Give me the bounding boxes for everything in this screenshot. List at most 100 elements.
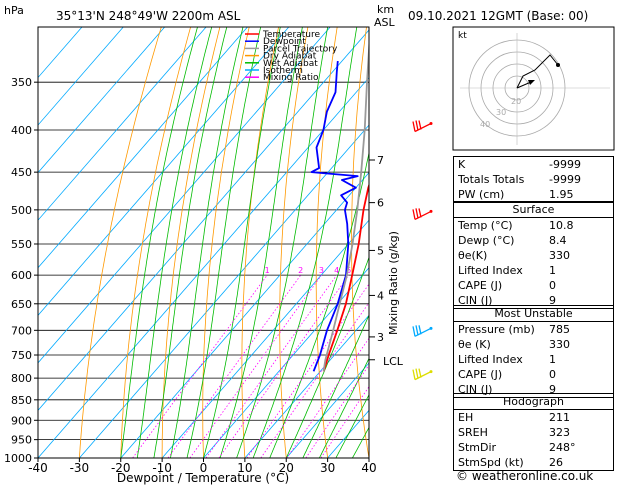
wind-barb-dot: [429, 326, 433, 330]
km-tick-label: 7: [377, 154, 384, 167]
hodo-ring-label-3: 40: [480, 120, 490, 129]
pressure-tick-label: 900: [11, 414, 32, 427]
mixing-ratio-label: 5: [346, 266, 351, 275]
hodo-row: SREH 323: [458, 426, 570, 439]
mu-row: CAPE (J) 0: [458, 368, 556, 381]
mixing-ratio-label: 3: [319, 266, 324, 275]
most-unstable-title: Most Unstable: [454, 306, 613, 322]
pressure-tick-label: 1000: [4, 452, 32, 465]
storm-motion-arrow: [516, 81, 532, 89]
hodograph-kt-label: kt: [458, 31, 467, 41]
isotherm-line: [38, 27, 331, 364]
hodograph: kt 20 30 40: [452, 26, 615, 151]
hodograph-frame: [452, 26, 615, 151]
x-tick-label: -40: [28, 461, 48, 475]
hodo-row: StmSpd (kt) 26: [458, 456, 563, 469]
mu-row: Pressure (mb) 785: [458, 323, 570, 336]
pressure-tick-label: 400: [11, 124, 32, 137]
mixing-ratio-label: 2: [298, 266, 303, 275]
pressure-tick-label: 950: [11, 434, 32, 447]
wet-adiabat-line: [335, 393, 369, 458]
wet-adiabat-line: [153, 27, 228, 458]
hodo-ring-label-1: 20: [511, 97, 521, 106]
wet-adiabat-line: [219, 27, 303, 458]
mixing-ratio-line: [189, 274, 322, 458]
mixing-ratio-label: 4: [334, 266, 339, 275]
wet-adiabat-line: [120, 27, 198, 458]
x-axis-label: Dewpoint / Temperature (°C): [117, 471, 289, 485]
pressure-tick-label: 850: [11, 394, 32, 407]
dry-adiabat-line: [315, 27, 338, 458]
pressure-tick-label: 750: [11, 349, 32, 362]
wind-barb-dot: [429, 209, 433, 213]
mu-row: CIN (J) 9: [458, 383, 556, 396]
isotherm-line: [38, 27, 166, 174]
dry-adiabat-line: [161, 27, 221, 458]
isotherm-line: [38, 27, 290, 316]
series-parcel-trajectory: [322, 38, 369, 372]
hodograph-end-dot: [556, 63, 560, 67]
wet-adiabat-line: [269, 150, 369, 458]
wet-adiabat-line: [186, 27, 262, 458]
credit-text: © weatheronline.co.uk: [456, 469, 593, 483]
legend-entry: Temperature: [262, 30, 320, 40]
asl-label: ASL: [374, 16, 396, 29]
pressure-tick-label: 500: [11, 204, 32, 217]
mixing-ratio-axis-label: Mixing Ratio (g/kg): [387, 231, 400, 335]
mu-row: θe (K) 330: [458, 338, 570, 351]
wind-barb-flag: [418, 368, 422, 378]
wind-barb-flag: [412, 326, 416, 337]
legend-entry: Isotherm: [263, 66, 303, 76]
wet-adiabat-line: [136, 27, 213, 458]
wet-adiabat-line: [170, 27, 244, 458]
plot-frame: [37, 26, 370, 459]
km-tick-label: 6: [377, 197, 384, 210]
wind-barb-flag: [412, 369, 416, 380]
km-label: km: [377, 3, 394, 16]
surface-row: CAPE (J) 0: [458, 279, 556, 292]
wind-barb-flag: [418, 208, 422, 218]
km-tick-label: 5: [377, 244, 384, 257]
wind-barb-flag: [415, 120, 419, 131]
index-row-k: K -9999: [458, 158, 581, 171]
storm-motion-arrowhead: [528, 80, 535, 85]
wet-adiabat-line: [236, 27, 329, 458]
lcl-label: LCL: [383, 355, 404, 368]
x-tick-label: 30: [320, 461, 335, 475]
isotherm-line: [285, 362, 369, 458]
wind-barb-dot: [429, 121, 433, 125]
pressure-tick-label: 600: [11, 269, 32, 282]
wind-barb-flag: [415, 368, 419, 379]
index-row-pw: PW (cm) 1.95: [458, 188, 574, 201]
most-unstable-table: Most Unstable Pressure (mb) 785 θe (K) 330…: [453, 305, 614, 398]
isotherm-line: [38, 27, 248, 269]
isotherm-line: [38, 29, 369, 412]
datetime-title: 09.10.2021 12GMT (Base: 00): [408, 9, 588, 23]
x-tick-label: -10: [152, 461, 172, 475]
wind-barb-flag: [418, 325, 422, 335]
legend-entry: Parcel Trajectory: [263, 44, 338, 54]
legend-entry: Wet Adiabat: [263, 59, 318, 69]
isotherm-line: [244, 314, 369, 458]
hodo-ring-label-2: 30: [496, 108, 506, 117]
wind-barb-flag: [415, 208, 419, 219]
dry-adiabat-line: [351, 27, 369, 458]
hodograph-table: Hodograph EH 211 SREH 323 StmDir 248° StmSp…: [453, 393, 614, 471]
mixing-ratio-line: [205, 274, 338, 458]
surface-table: Surface Temp (°C) 10.8 Dewp (°C) 8.4 θe(K)…: [453, 201, 614, 309]
surface-title: Surface: [454, 202, 613, 218]
mixing-ratio-line: [246, 283, 369, 458]
isotherm-line: [38, 76, 369, 458]
legend-entry: Dewpoint: [263, 37, 306, 47]
surface-row: Lifted Index 1: [458, 264, 556, 277]
index-row-totals: Totals Totals -9999: [458, 173, 581, 186]
wet-adiabat-line: [302, 314, 369, 458]
dry-adiabat-line: [202, 27, 250, 458]
hodo-row: EH 211: [458, 411, 570, 424]
x-tick-label: 40: [361, 461, 376, 475]
wind-barb-flag: [418, 120, 422, 130]
isotherm-line: [161, 219, 369, 458]
wet-adiabat-line: [318, 357, 369, 458]
